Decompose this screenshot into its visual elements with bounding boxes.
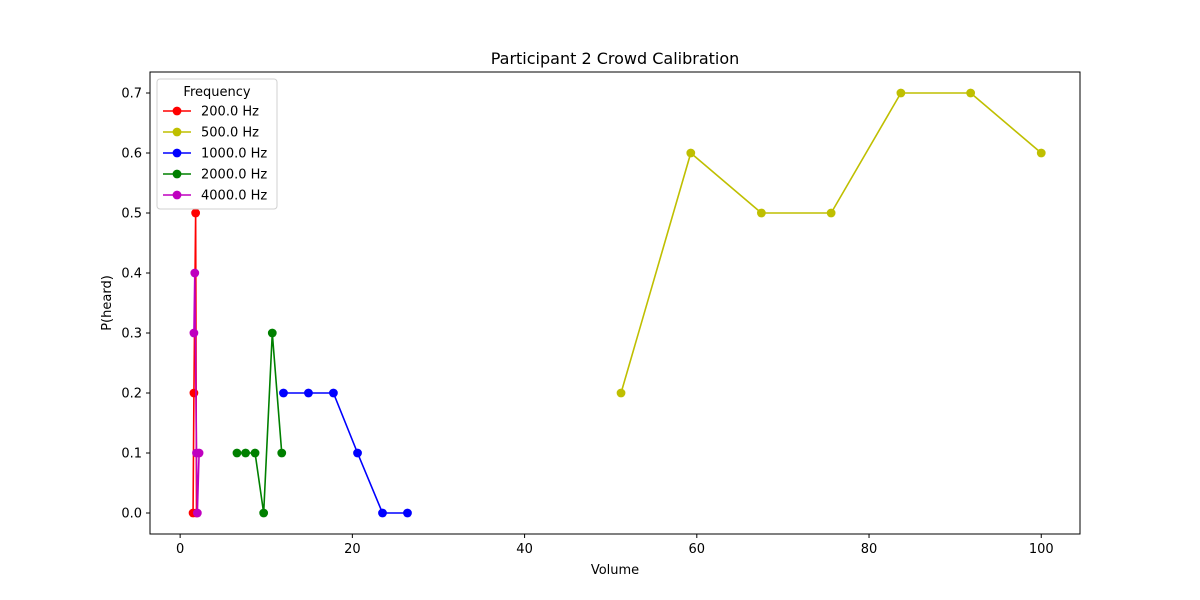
- data-point: [1036, 148, 1046, 158]
- x-tick-label: 60: [689, 542, 706, 557]
- y-tick-label: 0.4: [121, 267, 142, 282]
- data-point: [826, 208, 836, 218]
- series-500-0-hz: [616, 88, 1046, 398]
- data-point: [378, 508, 387, 518]
- data-point: [896, 88, 906, 98]
- x-axis: 0 20 40 60 80 100: [176, 534, 1054, 557]
- legend-entries: 200.0 Hz 500.0 Hz 1000.0 Hz 2000.0 Hz 4000.0…: [163, 105, 267, 204]
- legend-marker: [172, 169, 182, 179]
- y-axis: 0.0 0.1 0.2 0.3 0.4 0.5 0.6 0.7: [121, 87, 150, 522]
- legend-label: 1000.0 Hz: [201, 147, 267, 162]
- data-point: [189, 388, 199, 398]
- x-axis-label: Volume: [591, 563, 639, 578]
- data-point: [191, 208, 201, 218]
- y-axis-label: P(heard): [100, 275, 115, 331]
- data-point: [304, 388, 313, 398]
- data-point: [190, 268, 200, 278]
- y-tick-label: 0.1: [121, 447, 142, 462]
- data-point: [189, 328, 199, 338]
- series-line: [283, 392, 408, 514]
- plot-area: [188, 88, 1046, 518]
- data-point: [194, 448, 204, 458]
- data-point: [403, 508, 412, 518]
- series-line: [620, 92, 1042, 394]
- y-tick-label: 0.3: [121, 327, 142, 342]
- chart-title: Participant 2 Crowd Calibration: [491, 49, 740, 68]
- legend-marker: [172, 190, 182, 200]
- series-2000-0-hz: [232, 328, 287, 518]
- data-point: [192, 508, 202, 518]
- data-point: [232, 448, 242, 458]
- data-point: [966, 88, 976, 98]
- data-point: [686, 148, 696, 158]
- x-tick-label: 100: [1029, 542, 1054, 557]
- data-point: [616, 388, 626, 398]
- data-point: [329, 388, 338, 398]
- y-tick-label: 0.0: [121, 507, 142, 522]
- legend-label: 2000.0 Hz: [201, 168, 267, 183]
- legend-label: 500.0 Hz: [201, 126, 259, 141]
- legend-label: 4000.0 Hz: [201, 189, 267, 204]
- x-tick-label: 40: [516, 542, 533, 557]
- series-4000-0-hz: [189, 268, 204, 518]
- y-tick-label: 0.5: [121, 207, 142, 222]
- data-point: [353, 448, 362, 458]
- series-line: [236, 332, 283, 514]
- legend: Frequency 200.0 Hz 500.0 Hz 1000.0 Hz 2000.…: [156, 78, 278, 210]
- y-tick-label: 0.2: [121, 387, 142, 402]
- data-point: [756, 208, 766, 218]
- y-tick-label: 0.6: [121, 147, 142, 162]
- legend-marker: [172, 148, 182, 158]
- plot-frame: [149, 71, 1081, 535]
- x-tick-label: 20: [344, 542, 361, 557]
- legend-label: 200.0 Hz: [201, 105, 259, 120]
- x-tick-label: 80: [861, 542, 878, 557]
- x-tick-label: 0: [176, 542, 184, 557]
- data-point: [267, 328, 277, 338]
- legend-marker: [172, 127, 182, 137]
- data-point: [277, 448, 287, 458]
- data-point: [279, 388, 288, 398]
- data-point: [250, 448, 260, 458]
- legend-marker: [172, 106, 182, 116]
- legend-title: Frequency: [183, 85, 250, 100]
- data-point: [259, 508, 269, 518]
- y-tick-label: 0.7: [121, 87, 142, 102]
- data-point: [241, 448, 250, 458]
- series-1000-0-hz: [279, 388, 412, 518]
